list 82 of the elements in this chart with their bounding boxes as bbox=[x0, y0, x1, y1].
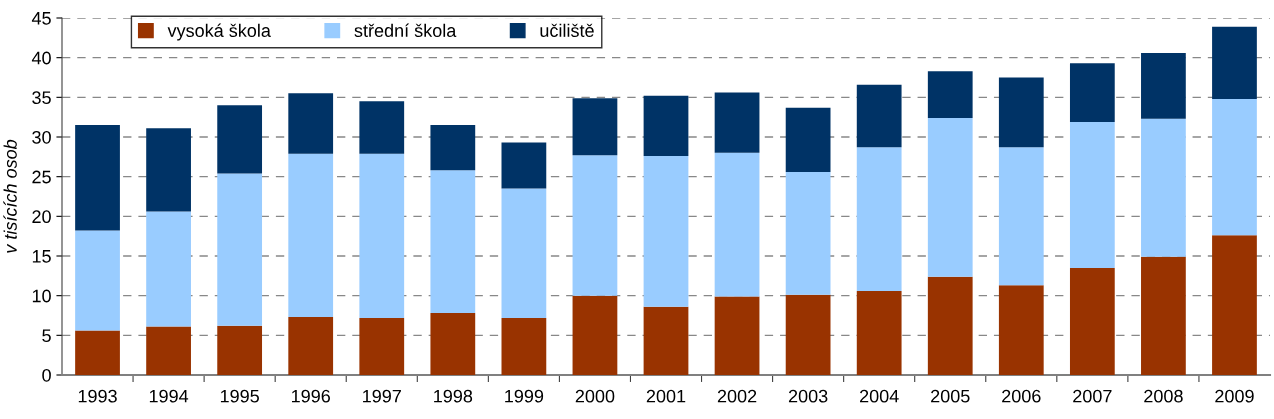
bar bbox=[146, 128, 191, 212]
x-tick-label: 1994 bbox=[149, 389, 189, 403]
y-tick-label: 5 bbox=[42, 329, 51, 343]
bar bbox=[785, 107, 831, 172]
bar bbox=[359, 153, 405, 318]
bar bbox=[1141, 256, 1186, 375]
bar bbox=[643, 95, 689, 157]
bar bbox=[785, 294, 831, 375]
y-tick-label: 25 bbox=[32, 170, 51, 184]
x-tick-label: 1999 bbox=[505, 389, 544, 403]
x-tick-label: 2005 bbox=[931, 389, 970, 403]
bar bbox=[927, 276, 973, 375]
bar bbox=[501, 188, 547, 318]
bar bbox=[217, 173, 263, 326]
x-tick-label: 2008 bbox=[1144, 389, 1183, 403]
bar bbox=[217, 105, 263, 174]
bar bbox=[572, 98, 618, 156]
bar bbox=[1212, 26, 1257, 99]
y-tick-label: 35 bbox=[32, 91, 51, 105]
x-tick-label: 2003 bbox=[788, 389, 828, 403]
bar bbox=[288, 93, 334, 154]
bar bbox=[927, 117, 973, 277]
bar bbox=[501, 142, 547, 189]
bar bbox=[856, 147, 902, 291]
bar bbox=[146, 326, 191, 375]
bar bbox=[75, 330, 120, 375]
x-tick-label: 1997 bbox=[363, 389, 401, 403]
x-tick-label: 1996 bbox=[292, 389, 330, 403]
x-tick-label: 1995 bbox=[220, 389, 259, 403]
y-tick-label: 10 bbox=[32, 289, 51, 303]
x-tick-label: 2006 bbox=[1002, 389, 1041, 403]
x-tick-label: 2004 bbox=[860, 389, 899, 403]
bar bbox=[643, 156, 689, 307]
bar bbox=[430, 125, 476, 171]
bar bbox=[572, 295, 618, 375]
bar bbox=[714, 152, 760, 297]
y-axis-title: v tisících osob bbox=[3, 139, 17, 253]
bar bbox=[75, 125, 120, 231]
x-tick-label: 2001 bbox=[646, 389, 686, 403]
x-tick-label: 2000 bbox=[575, 389, 615, 403]
bar bbox=[856, 290, 902, 375]
y-tick-label: 20 bbox=[32, 210, 51, 224]
bar bbox=[1069, 121, 1115, 268]
bar bbox=[1141, 52, 1186, 119]
bar bbox=[359, 101, 405, 154]
bar bbox=[643, 306, 689, 375]
bar bbox=[998, 77, 1044, 148]
bar bbox=[1141, 118, 1186, 257]
x-tick-label: 1998 bbox=[434, 389, 473, 403]
y-tick-label: 0 bbox=[42, 368, 51, 382]
bar bbox=[1212, 98, 1257, 236]
bar bbox=[146, 211, 191, 327]
y-tick-label: 30 bbox=[32, 130, 51, 144]
x-tick-label: 2002 bbox=[717, 389, 757, 403]
bar bbox=[75, 230, 120, 331]
bar bbox=[714, 296, 760, 375]
bar bbox=[998, 285, 1044, 375]
bar bbox=[856, 84, 902, 148]
bar bbox=[1069, 267, 1115, 375]
y-tick-label: 15 bbox=[32, 250, 51, 263]
bar bbox=[785, 171, 831, 295]
x-tick-label: 1993 bbox=[78, 389, 117, 403]
x-tick-label: 2009 bbox=[1215, 389, 1254, 403]
y-tick-label: 40 bbox=[31, 51, 51, 65]
bar bbox=[927, 71, 973, 118]
bar bbox=[998, 147, 1044, 286]
y-tick-label: 45 bbox=[31, 12, 51, 25]
legend-label: učiliště bbox=[540, 23, 594, 38]
bar bbox=[217, 325, 263, 375]
bar bbox=[359, 317, 405, 375]
bar bbox=[1212, 235, 1257, 375]
bar bbox=[288, 153, 334, 318]
x-tick-label: 2007 bbox=[1073, 389, 1112, 403]
legend-label: střední škola bbox=[354, 23, 457, 38]
bar bbox=[572, 155, 618, 296]
legend-label: vysoká škola bbox=[167, 23, 271, 41]
bar bbox=[430, 313, 476, 375]
bar bbox=[501, 317, 547, 375]
bar bbox=[288, 317, 334, 375]
bar bbox=[1069, 63, 1115, 122]
bar bbox=[714, 92, 760, 153]
bar bbox=[430, 170, 476, 314]
